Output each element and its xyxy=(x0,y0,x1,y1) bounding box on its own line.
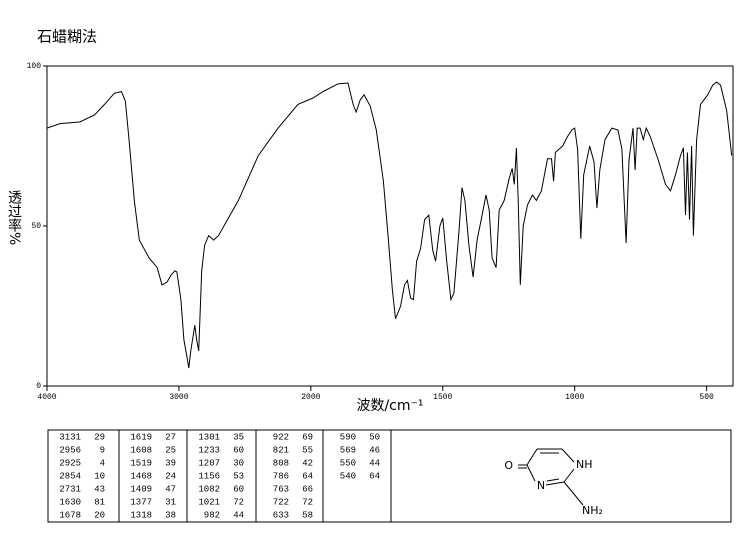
wavenumber: 1318 xyxy=(130,510,152,520)
transmittance: 64 xyxy=(302,471,313,481)
transmittance: 60 xyxy=(233,484,244,494)
transmittance: 72 xyxy=(302,497,313,507)
y-tick-label: 100 xyxy=(27,62,42,71)
transmittance: 35 xyxy=(233,432,244,442)
atom-label: O xyxy=(504,459,513,472)
y-tick-label: 50 xyxy=(31,222,41,231)
bond xyxy=(526,448,538,466)
x-tick-label: 500 xyxy=(699,393,714,402)
wavenumber: 569 xyxy=(340,445,356,455)
bond xyxy=(526,464,536,482)
transmittance: 55 xyxy=(302,445,313,455)
x-axis-label: 波数/cm⁻¹ xyxy=(356,398,423,414)
wavenumber: 1021 xyxy=(198,497,220,507)
wavenumber: 722 xyxy=(273,497,289,507)
spectrum-line xyxy=(46,81,733,369)
wavenumber: 1619 xyxy=(130,432,152,442)
x-tick-label: 3000 xyxy=(169,393,188,402)
transmittance: 38 xyxy=(165,510,176,520)
transmittance: 47 xyxy=(165,484,176,494)
transmittance: 44 xyxy=(233,510,244,520)
wavenumber: 1301 xyxy=(198,432,220,442)
atom-label: N xyxy=(537,479,545,492)
transmittance: 39 xyxy=(165,458,176,468)
transmittance: 46 xyxy=(369,445,380,455)
bond xyxy=(545,481,565,486)
transmittance: 24 xyxy=(165,471,176,481)
plot-frame xyxy=(46,65,734,387)
transmittance: 31 xyxy=(165,497,176,507)
x-tick-label: 1000 xyxy=(565,393,584,402)
wavenumber: 786 xyxy=(273,471,289,481)
x-tick-label: 4000 xyxy=(37,393,56,402)
wavenumber: 2925 xyxy=(59,458,81,468)
wavenumber: 922 xyxy=(273,432,289,442)
wavenumber: 1233 xyxy=(198,445,220,455)
wavenumber: 540 xyxy=(340,471,356,481)
x-tick-label: 2000 xyxy=(301,393,320,402)
wavenumber: 821 xyxy=(273,445,289,455)
transmittance: 4 xyxy=(100,458,105,468)
transmittance: 50 xyxy=(369,432,380,442)
atom-label: NH₂ xyxy=(582,504,603,517)
wavenumber: 590 xyxy=(340,432,356,442)
wavenumber: 1678 xyxy=(59,510,81,520)
transmittance: 72 xyxy=(233,497,244,507)
wavenumber: 1082 xyxy=(198,484,220,494)
transmittance: 30 xyxy=(233,458,244,468)
transmittance: 44 xyxy=(369,458,380,468)
transmittance: 20 xyxy=(94,510,105,520)
transmittance: 10 xyxy=(94,471,105,481)
bond xyxy=(563,468,575,483)
chart-title: 石蜡糊法 xyxy=(37,28,97,46)
transmittance: 60 xyxy=(233,445,244,455)
wavenumber: 1630 xyxy=(59,497,81,507)
transmittance: 29 xyxy=(94,432,105,442)
wavenumber: 763 xyxy=(273,484,289,494)
atom-label: NH xyxy=(576,458,593,471)
bond xyxy=(563,481,584,506)
wavenumber: 1207 xyxy=(198,458,220,468)
bond xyxy=(546,478,560,482)
wavenumber: 633 xyxy=(273,510,289,520)
wavenumber: 2731 xyxy=(59,484,81,494)
transmittance: 42 xyxy=(302,458,313,468)
transmittance: 25 xyxy=(165,445,176,455)
transmittance: 69 xyxy=(302,432,313,442)
wavenumber: 1608 xyxy=(130,445,152,455)
structure xyxy=(518,448,584,506)
wavenumber: 550 xyxy=(340,458,356,468)
transmittance: 81 xyxy=(94,497,105,507)
x-tick-label: 1500 xyxy=(433,393,452,402)
wavenumber: 1519 xyxy=(130,458,152,468)
wavenumber: 2956 xyxy=(59,445,81,455)
wavenumber: 2854 xyxy=(59,471,81,481)
transmittance: 66 xyxy=(302,484,313,494)
wavenumber: 1409 xyxy=(130,484,152,494)
transmittance: 27 xyxy=(165,432,176,442)
wavenumber: 1468 xyxy=(130,471,152,481)
transmittance: 9 xyxy=(100,445,105,455)
y-axis-label: 透过率% xyxy=(6,190,22,245)
transmittance: 43 xyxy=(94,484,105,494)
peak-table-frame xyxy=(47,429,732,523)
y-tick-label: 0 xyxy=(36,382,41,391)
wavenumber: 808 xyxy=(273,458,289,468)
transmittance: 53 xyxy=(233,471,244,481)
bond xyxy=(561,448,575,463)
wavenumber: 982 xyxy=(204,510,220,520)
transmittance: 58 xyxy=(302,510,313,520)
wavenumber: 1377 xyxy=(130,497,152,507)
wavenumber: 3131 xyxy=(59,432,81,442)
transmittance: 64 xyxy=(369,471,380,481)
wavenumber: 1156 xyxy=(198,471,220,481)
